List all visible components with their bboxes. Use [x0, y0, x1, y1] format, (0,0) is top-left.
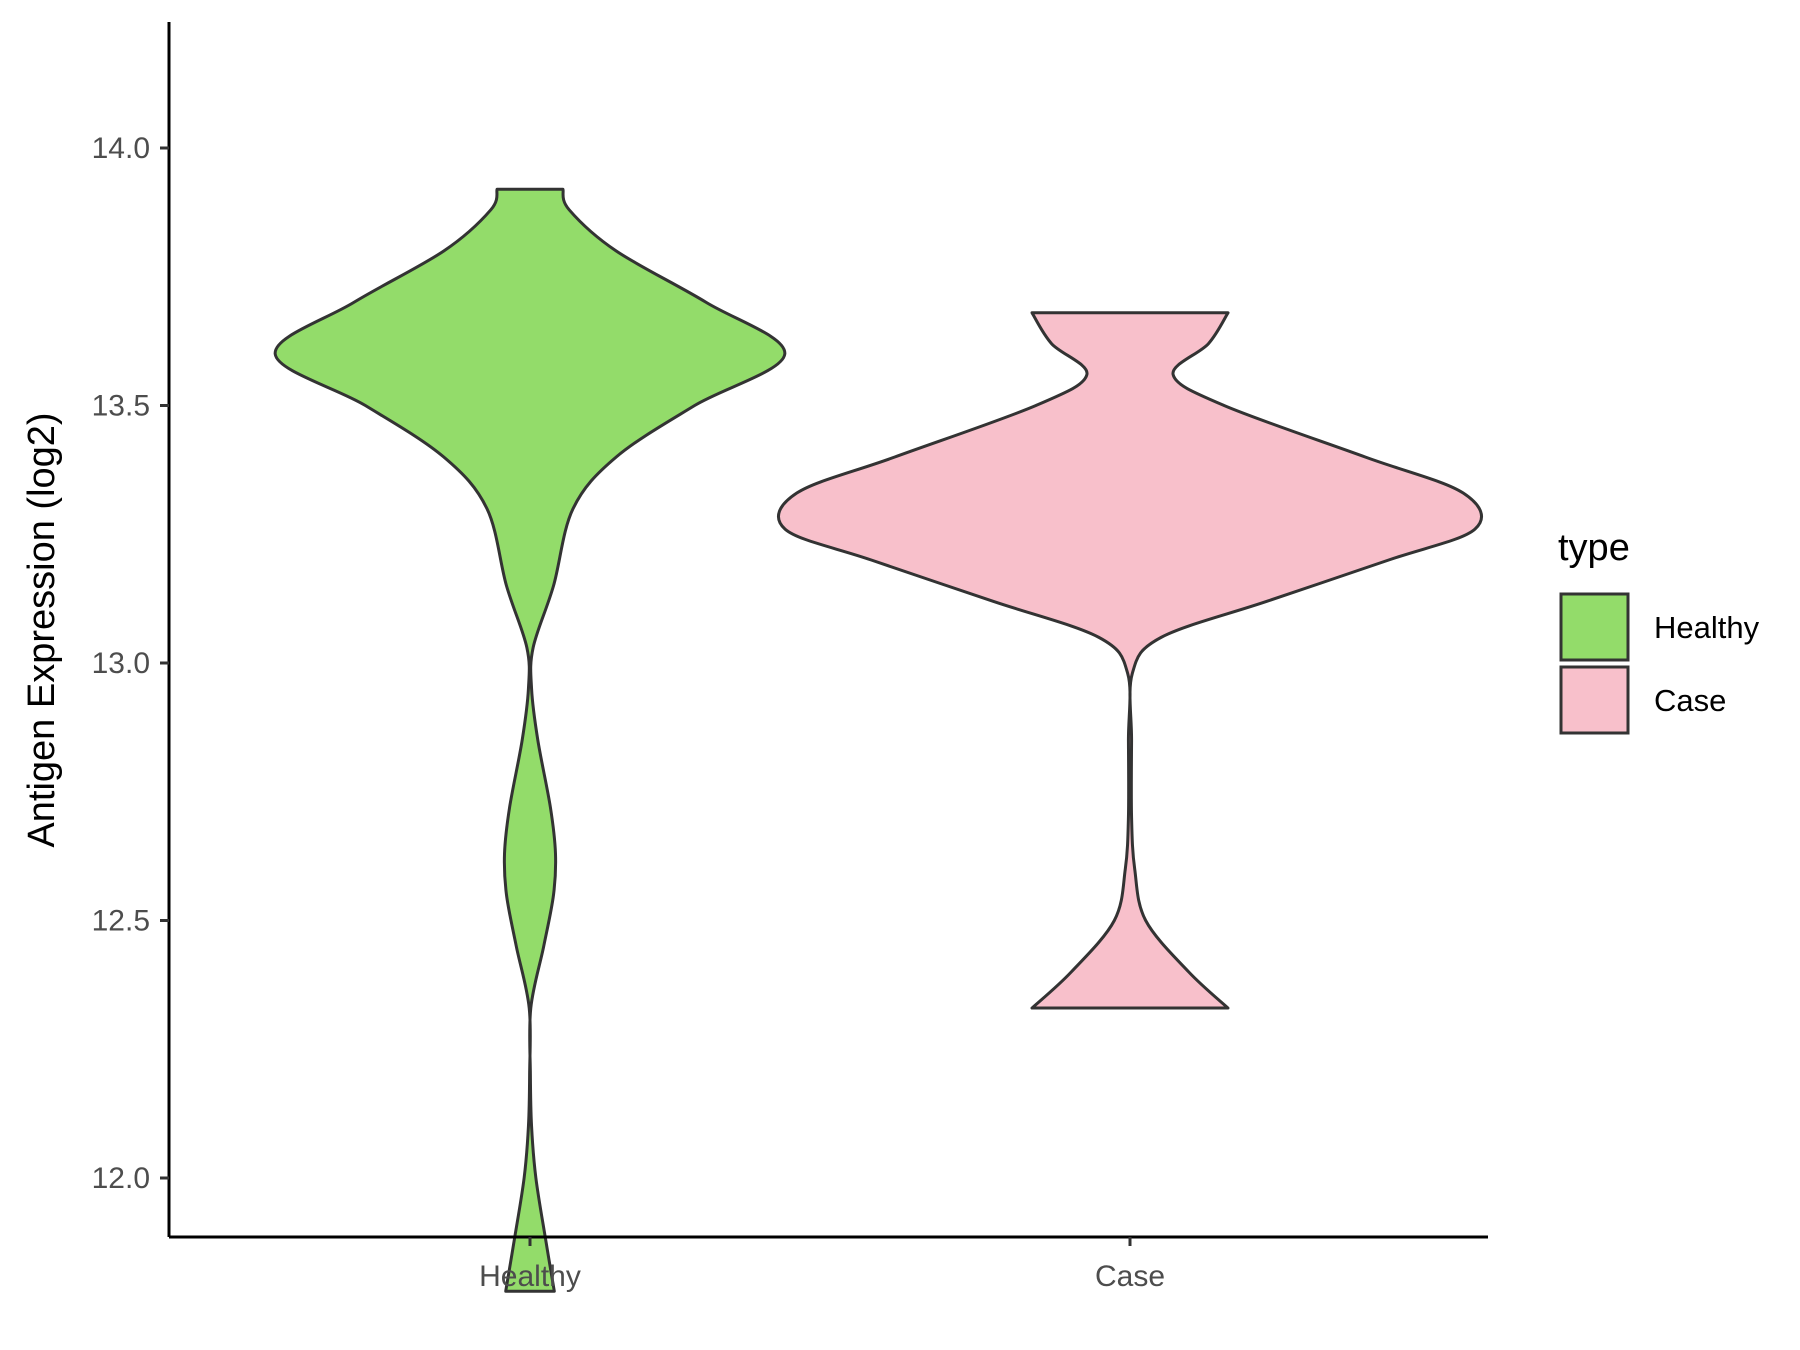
y-axis-ticks: 12.0 12.5 13.0 13.5 14.0: [92, 132, 169, 1195]
legend-label-healthy: Healthy: [1654, 610, 1760, 645]
y-tick-label: 13.5: [92, 390, 150, 423]
legend-key-healthy: [1559, 592, 1630, 662]
y-tick-label: 14.0: [92, 132, 150, 165]
x-axis-ticks: Healthy Case: [479, 1237, 1165, 1293]
legend-key-case: [1559, 665, 1630, 735]
plot-area: [273, 187, 1484, 1293]
legend-label-case: Case: [1654, 683, 1726, 718]
legend-title: type: [1558, 527, 1630, 569]
violin-healthy: [273, 187, 787, 1293]
x-tick-label-case: Case: [1095, 1260, 1165, 1293]
y-axis-title: Antigen Expression (log2): [21, 412, 63, 847]
y-tick-label: 13.0: [92, 647, 150, 680]
legend: type Healthy Case: [1558, 527, 1760, 735]
y-tick-label: 12.0: [92, 1162, 150, 1195]
y-tick-label: 12.5: [92, 905, 150, 938]
violin-case: [776, 311, 1484, 1010]
x-tick-label-healthy: Healthy: [479, 1260, 581, 1293]
